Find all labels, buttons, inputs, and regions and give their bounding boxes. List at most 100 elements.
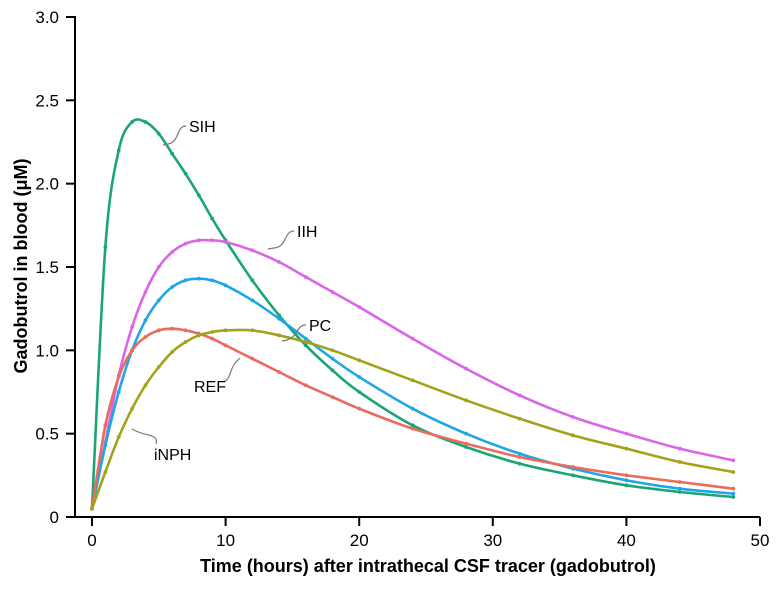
- data-point-inph: [170, 350, 175, 354]
- data-point-sih: [277, 313, 281, 318]
- data-point-sih: [464, 445, 468, 449]
- data-point-inph: [464, 398, 468, 403]
- data-point-sih: [103, 245, 108, 249]
- x-axis-title: Time (hours) after intrathecal CSF trace…: [200, 556, 656, 576]
- data-point-ref: [677, 480, 682, 484]
- data-point-ref: [410, 426, 415, 431]
- data-point-ref: [731, 486, 736, 491]
- data-point-iih: [196, 238, 201, 243]
- data-point-inph: [143, 383, 148, 388]
- y-tick-label: 2.0: [35, 175, 59, 194]
- data-point-iih: [464, 366, 468, 371]
- data-point-sih: [116, 148, 121, 153]
- data-point-iih: [250, 248, 255, 253]
- data-point-inph: [571, 433, 575, 438]
- data-point-pc: [170, 285, 175, 289]
- data-point-pc: [183, 278, 188, 283]
- ticks: 0 10 20 30 40 50 0 0.5 1.0 1.5 2.0 2.5 3.0: [35, 8, 769, 550]
- data-point-inph: [624, 446, 629, 451]
- data-point-iih: [303, 275, 308, 279]
- data-point-iih: [130, 325, 134, 329]
- data-point-ref: [183, 328, 188, 333]
- data-point-inph: [210, 330, 215, 334]
- data-point-pc: [357, 375, 362, 379]
- data-point-ref: [303, 383, 308, 388]
- x-tick-label: 20: [350, 531, 369, 550]
- data-point-sih: [410, 423, 415, 428]
- y-tick-label: 1.5: [35, 258, 59, 277]
- data-point-ref: [517, 455, 522, 459]
- data-point-iih: [410, 336, 415, 341]
- series-line-pc: [90, 277, 734, 509]
- data-point-iih: [330, 290, 335, 294]
- data-point-sih: [250, 278, 255, 283]
- x-tick-label: 50: [751, 531, 770, 550]
- data-point-iih: [210, 238, 215, 243]
- data-point-pc: [156, 298, 161, 303]
- leader-line-ref: [224, 357, 241, 382]
- data-point-pc: [196, 276, 201, 281]
- data-point-pc: [223, 283, 228, 288]
- data-point-sih: [731, 495, 736, 499]
- series-label-ref: REF: [194, 379, 226, 396]
- data-point-inph: [156, 365, 161, 369]
- data-point-ref: [357, 406, 362, 411]
- data-point-sih: [210, 216, 215, 221]
- series-layer: [90, 118, 736, 511]
- data-point-iih: [183, 241, 188, 246]
- data-point-pc: [116, 390, 121, 394]
- data-point-ref: [277, 370, 281, 374]
- y-tick-label: 0.5: [35, 425, 59, 444]
- data-point-inph: [731, 470, 736, 474]
- x-tick-label: 30: [483, 531, 502, 550]
- data-point-ref: [156, 328, 161, 333]
- leader-line-inph: [131, 428, 158, 445]
- data-point-pc: [330, 356, 335, 361]
- data-point-iih: [624, 431, 629, 436]
- y-tick-label: 2.5: [35, 91, 59, 110]
- data-point-ref: [130, 348, 134, 353]
- data-point-sih: [143, 120, 148, 124]
- data-point-ref: [143, 335, 148, 339]
- data-point-iih: [571, 415, 575, 419]
- data-point-pc: [410, 406, 415, 411]
- data-point-sih: [170, 151, 175, 156]
- x-tick-label: 0: [87, 531, 96, 550]
- data-point-pc: [731, 491, 736, 496]
- data-point-pc: [677, 486, 682, 491]
- leader-line-pc: [281, 324, 307, 342]
- data-point-inph: [116, 435, 121, 439]
- data-point-iih: [223, 240, 228, 244]
- data-point-sih: [624, 483, 629, 488]
- y-axis-title: Gadobutrol in blood (μM): [11, 159, 31, 374]
- data-point-sih: [571, 473, 575, 478]
- data-point-sih: [156, 131, 161, 136]
- series-inph: [90, 328, 736, 511]
- series-label-sih: SIH: [189, 119, 216, 136]
- data-point-ref: [103, 423, 108, 428]
- data-point-iih: [357, 305, 362, 309]
- data-point-inph: [303, 340, 308, 344]
- series-label-inph: iNPH: [154, 447, 191, 464]
- data-point-pc: [103, 443, 108, 448]
- data-point-iih: [170, 250, 175, 254]
- series-label-iih: IIH: [297, 224, 317, 241]
- data-point-sih: [330, 368, 335, 373]
- data-point-pc: [143, 318, 148, 323]
- data-point-pc: [624, 478, 629, 483]
- data-point-iih: [143, 290, 148, 294]
- data-point-inph: [677, 460, 682, 464]
- data-point-iih: [156, 265, 161, 269]
- data-point-inph: [196, 333, 201, 338]
- data-point-ref: [116, 375, 121, 379]
- y-tick-label: 1.0: [35, 341, 59, 360]
- data-point-inph: [183, 340, 188, 344]
- data-point-sih: [183, 171, 188, 176]
- data-point-ref: [464, 441, 468, 446]
- data-point-inph: [250, 328, 255, 333]
- data-point-ref: [624, 473, 629, 478]
- data-point-sih: [677, 490, 682, 494]
- data-point-ref: [330, 395, 335, 399]
- x-tick-label: 10: [216, 531, 235, 550]
- data-point-inph: [357, 358, 362, 363]
